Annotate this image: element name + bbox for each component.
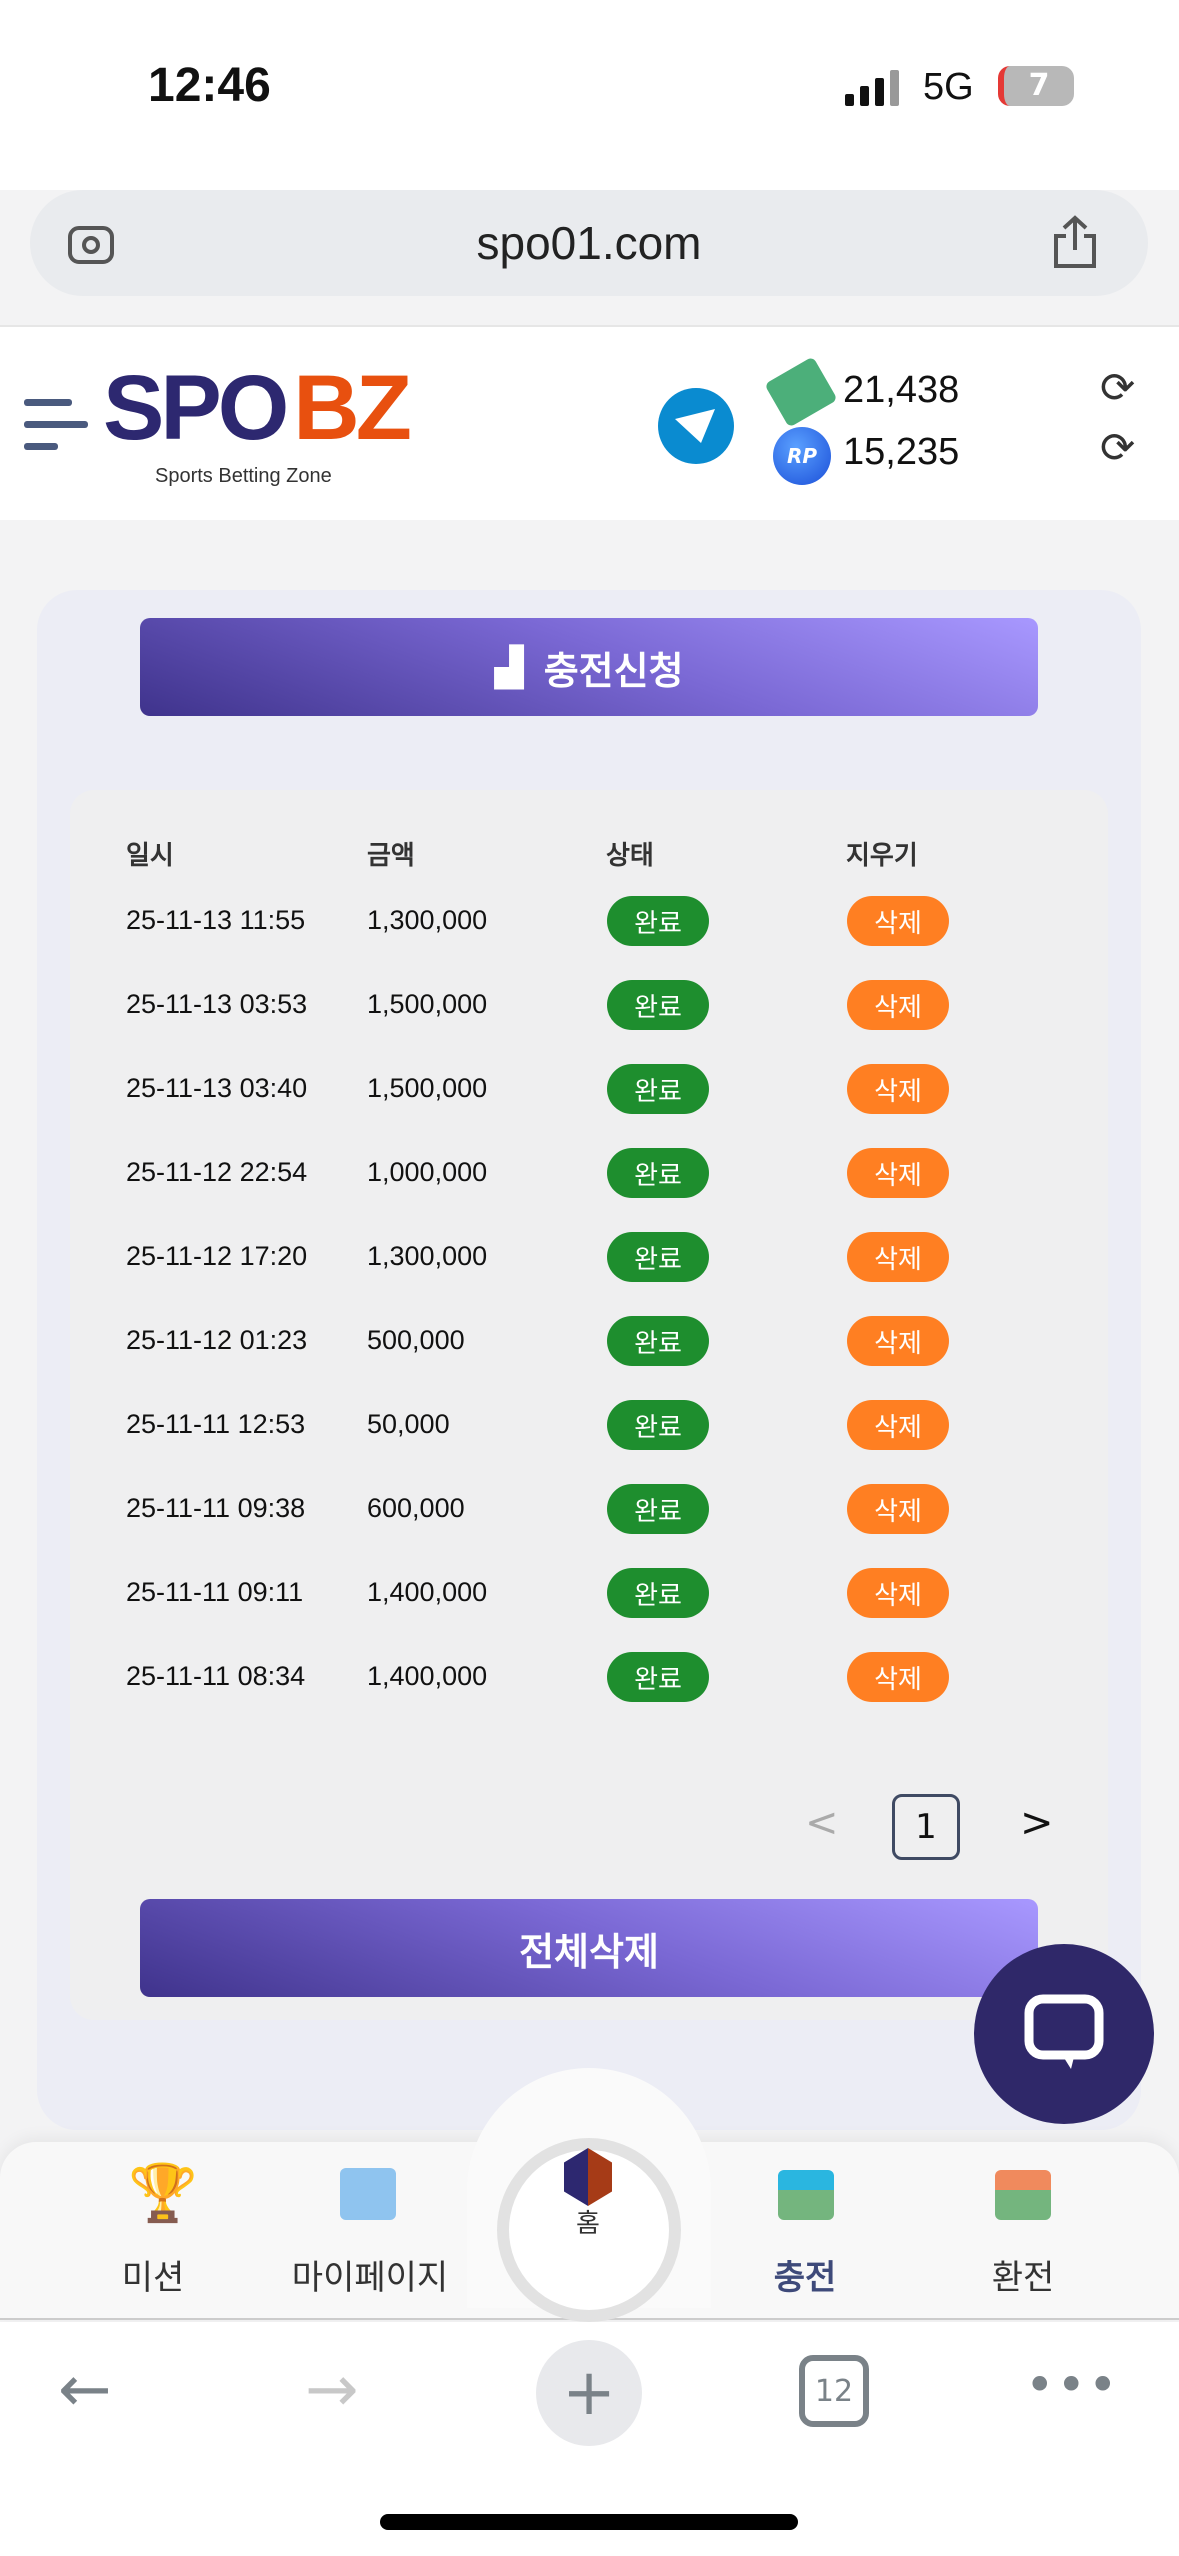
home-indicator — [380, 2514, 798, 2530]
header-date: 일시 — [126, 841, 174, 871]
back-icon[interactable]: ← — [58, 2353, 112, 2427]
row-amount: 1,400,000 — [367, 1577, 488, 1607]
delete-button[interactable]: 삭제 — [847, 1652, 949, 1702]
site-header: SPOBZ Sports Betting Zone 21,438 RP 15,2… — [0, 325, 1179, 520]
row-date: 25-11-12 01:23 — [126, 1325, 308, 1355]
page-1-button[interactable]: 1 — [892, 1794, 960, 1860]
folder-icon[interactable] — [340, 2168, 396, 2220]
share-icon[interactable] — [1050, 214, 1100, 270]
deposit-icon[interactable] — [778, 2170, 834, 2220]
chat-icon — [1024, 1994, 1104, 2069]
deposit-hand-icon: ▟ — [494, 645, 524, 689]
delete-button[interactable]: 삭제 — [847, 1148, 949, 1198]
url-text[interactable]: spo01.com — [476, 217, 702, 269]
status-time: 12:46 — [148, 59, 271, 112]
status-badge: 완료 — [607, 980, 709, 1030]
row-amount: 1,500,000 — [367, 989, 488, 1019]
status-badge: 완료 — [607, 1400, 709, 1450]
cash-icon — [764, 356, 838, 428]
logo-tagline: Sports Betting Zone — [155, 465, 332, 487]
delete-button[interactable]: 삭제 — [847, 1568, 949, 1618]
row-amount: 1,300,000 — [367, 1241, 488, 1271]
network-label: 5G — [923, 66, 974, 108]
menu-icon[interactable] — [24, 397, 90, 453]
address-bar[interactable]: spo01.com — [30, 190, 1148, 296]
status-badge: 완료 — [607, 1316, 709, 1366]
camera-search-icon[interactable] — [66, 220, 116, 270]
deposit-request-button[interactable]: ▟ 충전신청 — [140, 618, 1038, 716]
tabs-button[interactable]: 12 — [799, 2355, 869, 2427]
delete-button[interactable]: 삭제 — [847, 1484, 949, 1534]
chat-button[interactable] — [974, 1944, 1154, 2124]
row-amount: 500,000 — [367, 1325, 465, 1355]
row-amount: 50,000 — [367, 1409, 450, 1439]
withdraw-icon[interactable] — [995, 2170, 1051, 2220]
telegram-icon[interactable] — [657, 387, 735, 465]
logo[interactable]: SPOBZ — [103, 357, 412, 459]
new-tab-icon[interactable]: + — [536, 2340, 642, 2446]
delete-button[interactable]: 삭제 — [847, 980, 949, 1030]
trophy-icon[interactable]: 🏆 — [128, 2161, 198, 2226]
row-date: 25-11-13 03:53 — [126, 989, 308, 1019]
header-status: 상태 — [606, 841, 654, 871]
home-logo-icon[interactable] — [564, 2148, 612, 2206]
next-page-button[interactable]: > — [1020, 1800, 1054, 1846]
nav-mission[interactable]: 미션 — [121, 2258, 185, 2298]
row-amount: 1,000,000 — [367, 1157, 488, 1187]
refresh-cash-icon[interactable]: ⟳ — [1100, 363, 1136, 412]
point-balance: 15,235 — [843, 431, 960, 473]
status-badge: 완료 — [607, 1232, 709, 1282]
delete-button[interactable]: 삭제 — [847, 1064, 949, 1114]
refresh-point-icon[interactable]: ⟳ — [1100, 423, 1136, 472]
status-badge: 완료 — [607, 1484, 709, 1534]
nav-deposit[interactable]: 충전 — [773, 2258, 837, 2298]
prev-page-button[interactable]: < — [805, 1800, 839, 1846]
row-amount: 1,400,000 — [367, 1661, 488, 1691]
row-date: 25-11-12 22:54 — [126, 1157, 308, 1187]
header-delete: 지우기 — [846, 841, 918, 871]
status-badge: 완료 — [607, 1568, 709, 1618]
row-amount: 1,300,000 — [367, 905, 488, 935]
delete-button[interactable]: 삭제 — [847, 1400, 949, 1450]
status-badge: 완료 — [607, 1652, 709, 1702]
delete-button[interactable]: 삭제 — [847, 1316, 949, 1366]
forward-icon[interactable]: → — [305, 2353, 359, 2427]
delete-button[interactable]: 삭제 — [847, 896, 949, 946]
status-badge: 완료 — [607, 1148, 709, 1198]
row-date: 25-11-11 09:38 — [126, 1493, 306, 1523]
row-date: 25-11-11 08:34 — [126, 1661, 306, 1691]
status-bar — [0, 0, 1179, 190]
more-icon[interactable]: ••• — [1025, 2356, 1120, 2414]
delete-button[interactable]: 삭제 — [847, 1232, 949, 1282]
status-badge: 완료 — [607, 1064, 709, 1114]
row-amount: 600,000 — [367, 1493, 465, 1523]
row-date: 25-11-12 17:20 — [126, 1241, 308, 1271]
nav-withdraw[interactable]: 환전 — [991, 2258, 1055, 2298]
row-date: 25-11-11 12:53 — [126, 1409, 306, 1439]
delete-all-button[interactable]: 전체삭제 — [140, 1899, 1038, 1997]
point-icon: RP — [773, 427, 831, 485]
nav-home-label[interactable]: 홈 — [576, 2209, 600, 2239]
row-date: 25-11-13 11:55 — [126, 905, 306, 935]
status-badge: 완료 — [607, 896, 709, 946]
row-date: 25-11-13 03:40 — [126, 1073, 308, 1103]
cash-balance: 21,438 — [843, 369, 960, 411]
header-amount: 금액 — [367, 841, 415, 871]
signal-icon — [845, 70, 899, 106]
row-date: 25-11-11 09:11 — [126, 1577, 304, 1607]
nav-mypage[interactable]: 마이페이지 — [291, 2258, 449, 2298]
battery-icon: 7 — [998, 66, 1074, 106]
row-amount: 1,500,000 — [367, 1073, 488, 1103]
